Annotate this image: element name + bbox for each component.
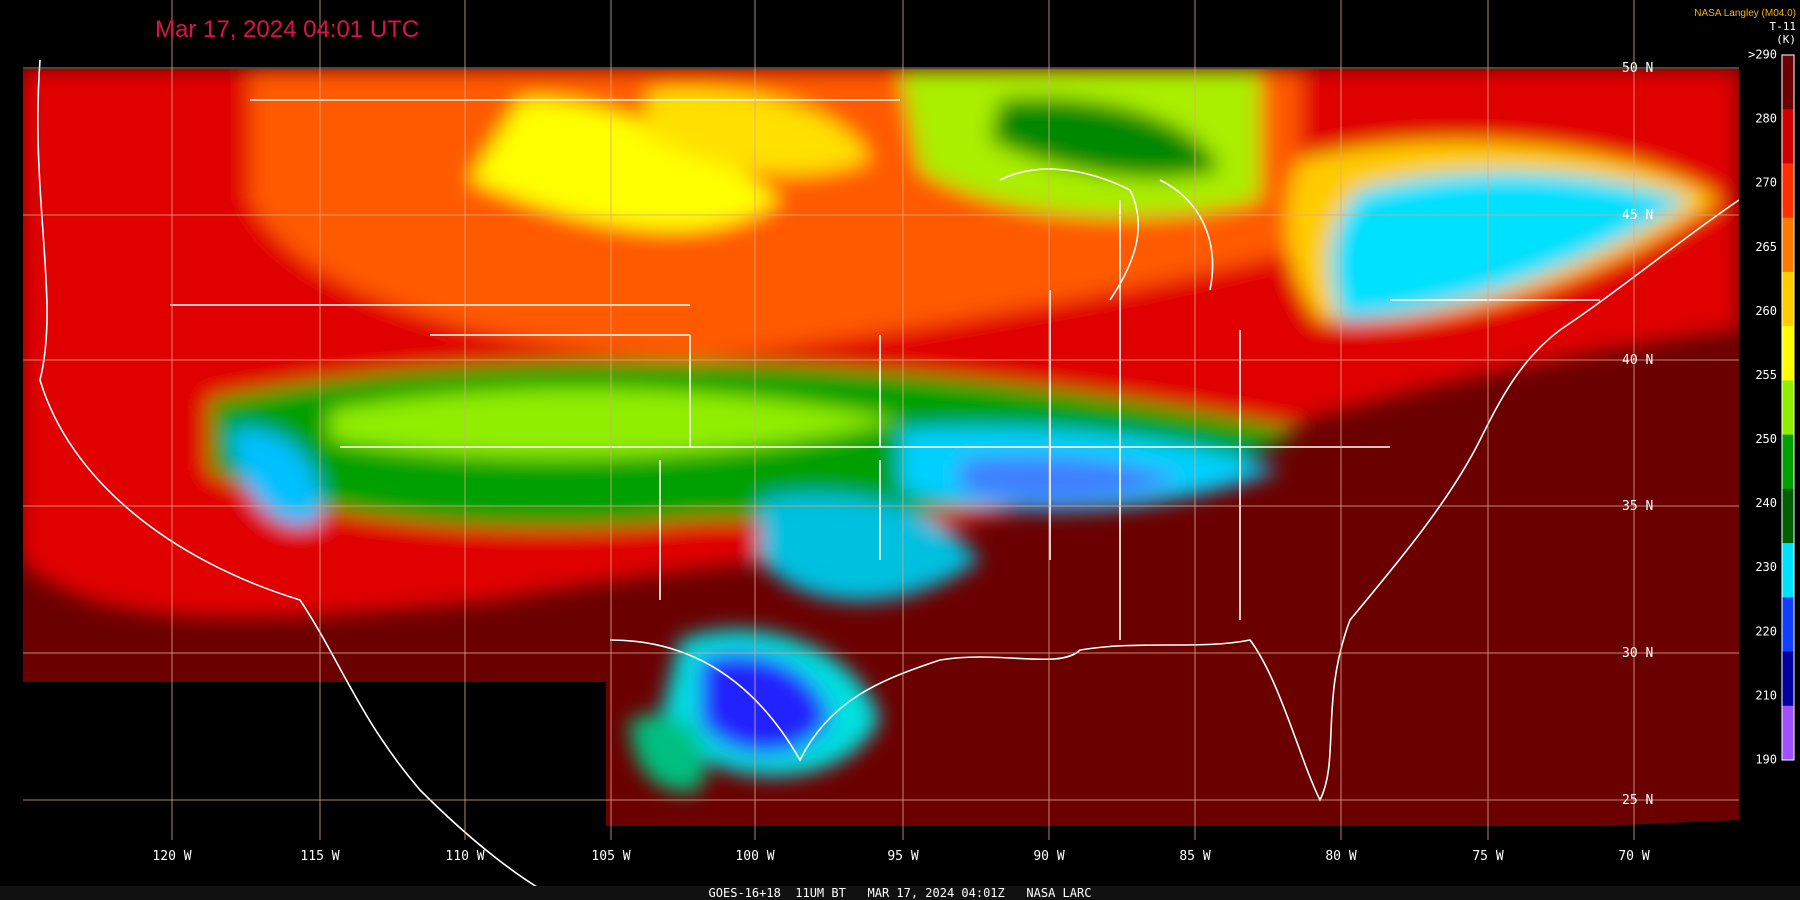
lon-label: 70 W: [1618, 849, 1649, 864]
lon-label: 95 W: [887, 849, 918, 864]
colorbar-label: 270: [1755, 176, 1777, 190]
colorbar-segment: [1782, 651, 1794, 707]
lon-label: 85 W: [1179, 849, 1210, 864]
colorbar-frame: [1781, 54, 1795, 761]
lat-label: 45 N: [1622, 208, 1653, 223]
colorbar-segment: [1782, 163, 1794, 219]
state-borders: [37, 59, 1740, 900]
colorbar-label: 250: [1755, 432, 1777, 446]
graticule: [23, 0, 1739, 840]
colorbar-label: 260: [1755, 304, 1777, 318]
great-lakes: [999, 168, 1214, 301]
lat-label: 30 N: [1622, 646, 1653, 661]
longitude-labels: 120 W 115 W 110 W 105 W 100 W 95 W 90 W …: [152, 849, 1649, 864]
lon-label: 120 W: [152, 849, 191, 864]
lon-label: 105 W: [591, 849, 630, 864]
colorbar-segment: [1782, 380, 1794, 436]
colorbar-label: 255: [1755, 368, 1777, 382]
footer: GOES-16+18 11UM BT MAR 17, 2024 04:01Z N…: [709, 886, 1092, 900]
colorbar-label: 240: [1755, 496, 1777, 510]
lon-label: 75 W: [1472, 849, 1503, 864]
channel: T-11: [1770, 20, 1797, 33]
lon-label: 110 W: [445, 849, 484, 864]
lon-label: 80 W: [1325, 849, 1356, 864]
lat-label: 35 N: [1622, 499, 1653, 514]
colorbar-label: 280: [1755, 112, 1777, 126]
colorbar-segment: [1782, 326, 1794, 381]
gulf-atlantic-coast: [609, 199, 1740, 802]
colorbar-segment: [1782, 217, 1794, 273]
lat-label: 25 N: [1622, 793, 1653, 808]
colorbar-label: >290: [1748, 48, 1777, 62]
timestamp: Mar 17, 2024 04:01 UTC: [155, 16, 419, 43]
colorbar-label: 210: [1755, 688, 1777, 702]
lon-label: 115 W: [300, 849, 339, 864]
lon-label: 90 W: [1033, 849, 1064, 864]
footer-bar: [0, 886, 1800, 900]
colorbar-segment: [1782, 597, 1794, 653]
colorbar-segment: [1782, 271, 1794, 327]
colorbar-label: 230: [1755, 560, 1777, 574]
west-coast: [37, 59, 561, 900]
colorbar-segment: [1782, 434, 1794, 490]
colorbar-segment: [1782, 55, 1794, 110]
colorbar-label: 220: [1755, 624, 1777, 638]
colorbar-label: 265: [1755, 240, 1777, 254]
colorbar-segment: [1782, 543, 1794, 598]
producer: NASA Langley (M04.0): [1694, 8, 1796, 19]
colorbar-label: 190: [1755, 753, 1777, 767]
interior-borders: [170, 99, 1600, 640]
lat-label: 40 N: [1622, 353, 1653, 368]
lat-label: 50 N: [1622, 61, 1653, 76]
colorbar-segment: [1782, 705, 1794, 761]
colorbar-segment: [1782, 109, 1794, 164]
colorbar-segment: [1782, 488, 1794, 544]
latitude-labels: 50 N 45 N 40 N 35 N 30 N 25 N: [1622, 61, 1653, 808]
colorbar: >290 280 270 265 260 255 250 240 230 220 210 190: [1748, 48, 1795, 767]
unit: (K): [1776, 33, 1796, 46]
lon-label: 100 W: [735, 849, 774, 864]
